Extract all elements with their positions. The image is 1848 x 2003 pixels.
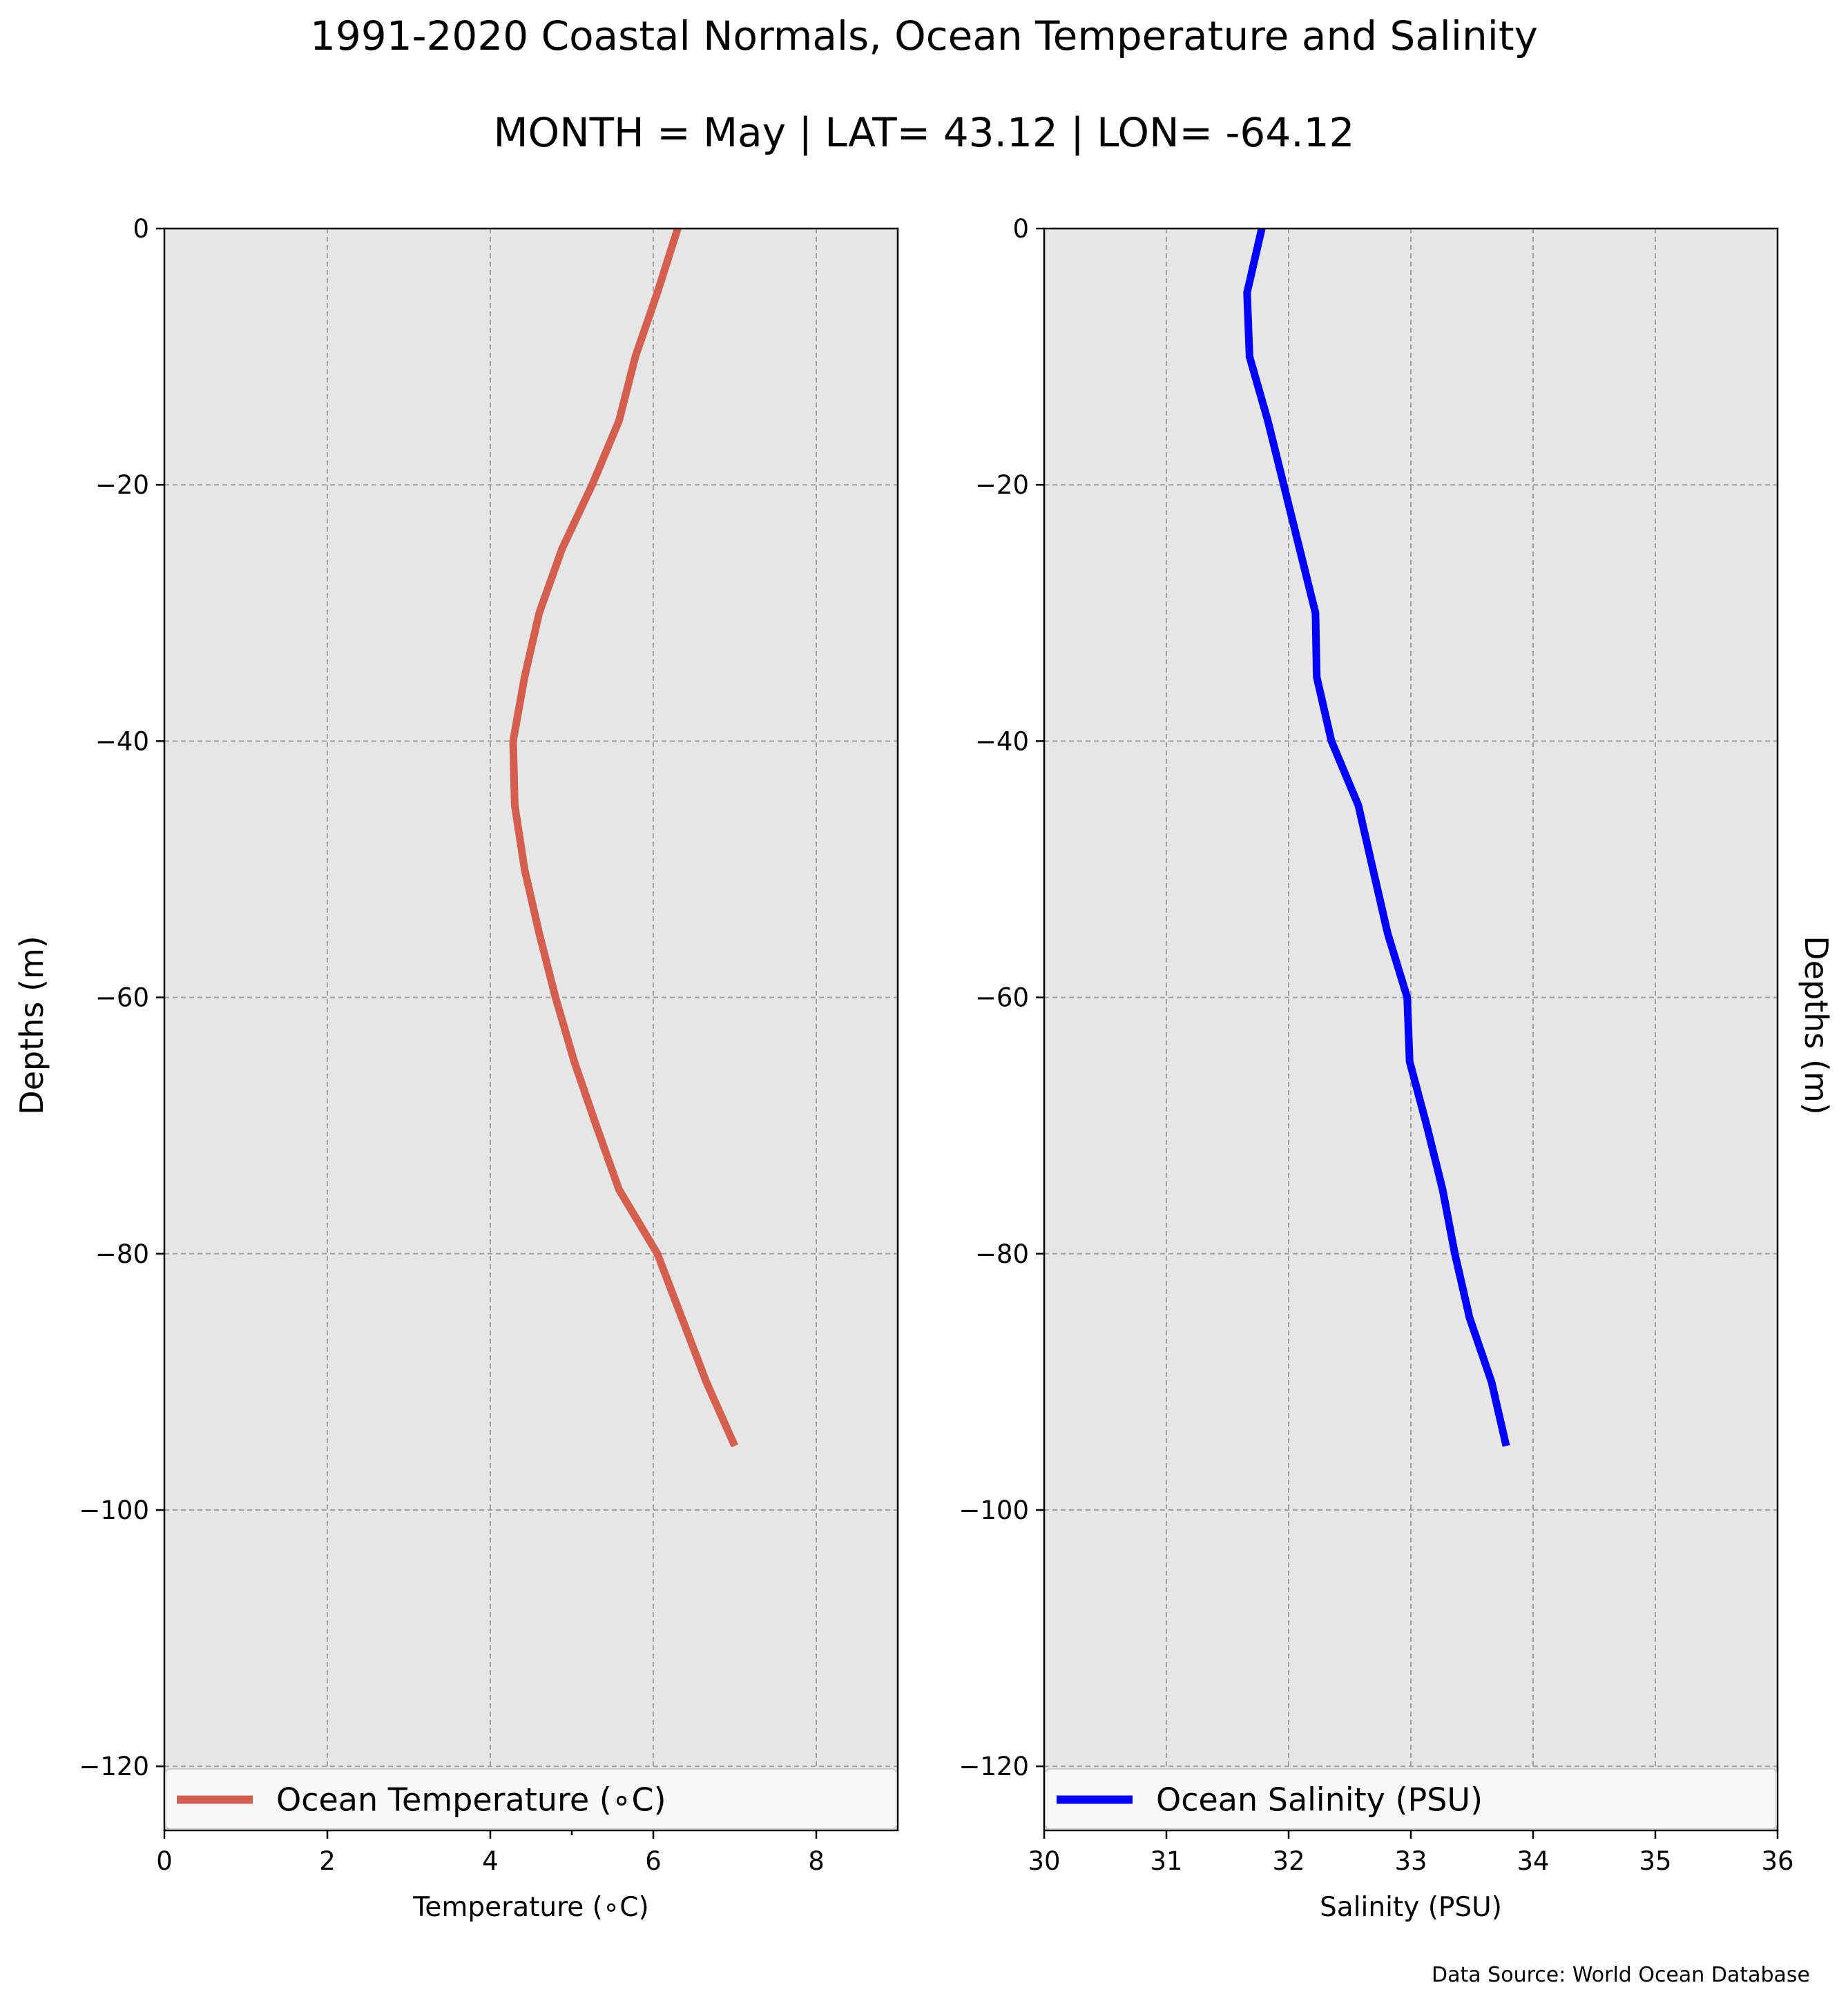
x-tick-label: 4 [482,1846,499,1876]
data-source-note: Data Source: World Ocean Database [1432,1963,1810,1987]
left-y-axis-label: Depths (m) [13,936,50,1114]
y-tick-label: −40 [975,726,1029,756]
x-tick-label: 36 [1761,1846,1793,1876]
x-tick-label: 33 [1394,1846,1427,1876]
salinity-legend: Ocean Salinity (PSU) [1045,1768,1777,1830]
y-tick-label: −120 [959,1752,1029,1781]
y-tick-label: −20 [95,470,149,500]
temperature-panel: 0 2 4 6 8 0 −20 −40 −60 −80 −100 −120 Temperature (∘… [79,214,899,1923]
right-y-axis-label: Depths (m) [1798,936,1835,1114]
x-tick-label: 2 [319,1846,336,1876]
legend-box [165,1768,897,1830]
plot-area [164,229,898,1830]
salinity-panel: 30 31 32 33 34 35 36 0 −20 −40 −60 −80 −100 −120 Salin… [959,214,1793,1923]
x-tick-label: 34 [1517,1846,1549,1876]
x-axis-label: Salinity (PSU) [1320,1892,1502,1923]
legend-label: Ocean Salinity (PSU) [1156,1781,1483,1819]
plot-frame [163,227,899,1832]
x-tick-label: 0 [156,1846,173,1876]
y-tick-label: −60 [975,983,1029,1013]
y-tick-label: −80 [95,1239,149,1269]
y-tick-label: −100 [79,1496,149,1525]
x-tick-label: 6 [645,1846,662,1876]
x-tick-label: 35 [1639,1846,1671,1876]
x-tick-label: 32 [1272,1846,1305,1876]
y-tick-label: −80 [975,1239,1029,1269]
legend-box [1045,1768,1777,1830]
y-tick-label: −20 [975,470,1029,500]
x-tick-label: 31 [1150,1846,1182,1876]
y-tick-label: −40 [95,726,149,756]
y-tick-label: −60 [95,983,149,1013]
y-tick-label: 0 [133,214,149,244]
x-tick-label: 30 [1028,1846,1060,1876]
y-tick-label: −120 [79,1752,149,1781]
temperature-series-line [509,227,739,1448]
y-tick-label: −100 [959,1496,1029,1525]
salinity-series-line [1243,227,1510,1447]
legend-label: Ocean Temperature (∘C) [276,1781,666,1819]
x-axis-label: Temperature (∘C) [412,1892,649,1923]
y-tick-label: 0 [1012,214,1029,244]
chart-subtitle: MONTH = May | LAT= 43.12 | LON= -64.12 [494,109,1355,156]
x-tick-label: 8 [808,1846,825,1876]
chart-title: 1991-2020 Coastal Normals, Ocean Tempera… [310,12,1538,59]
temperature-legend: Ocean Temperature (∘C) [165,1768,897,1830]
